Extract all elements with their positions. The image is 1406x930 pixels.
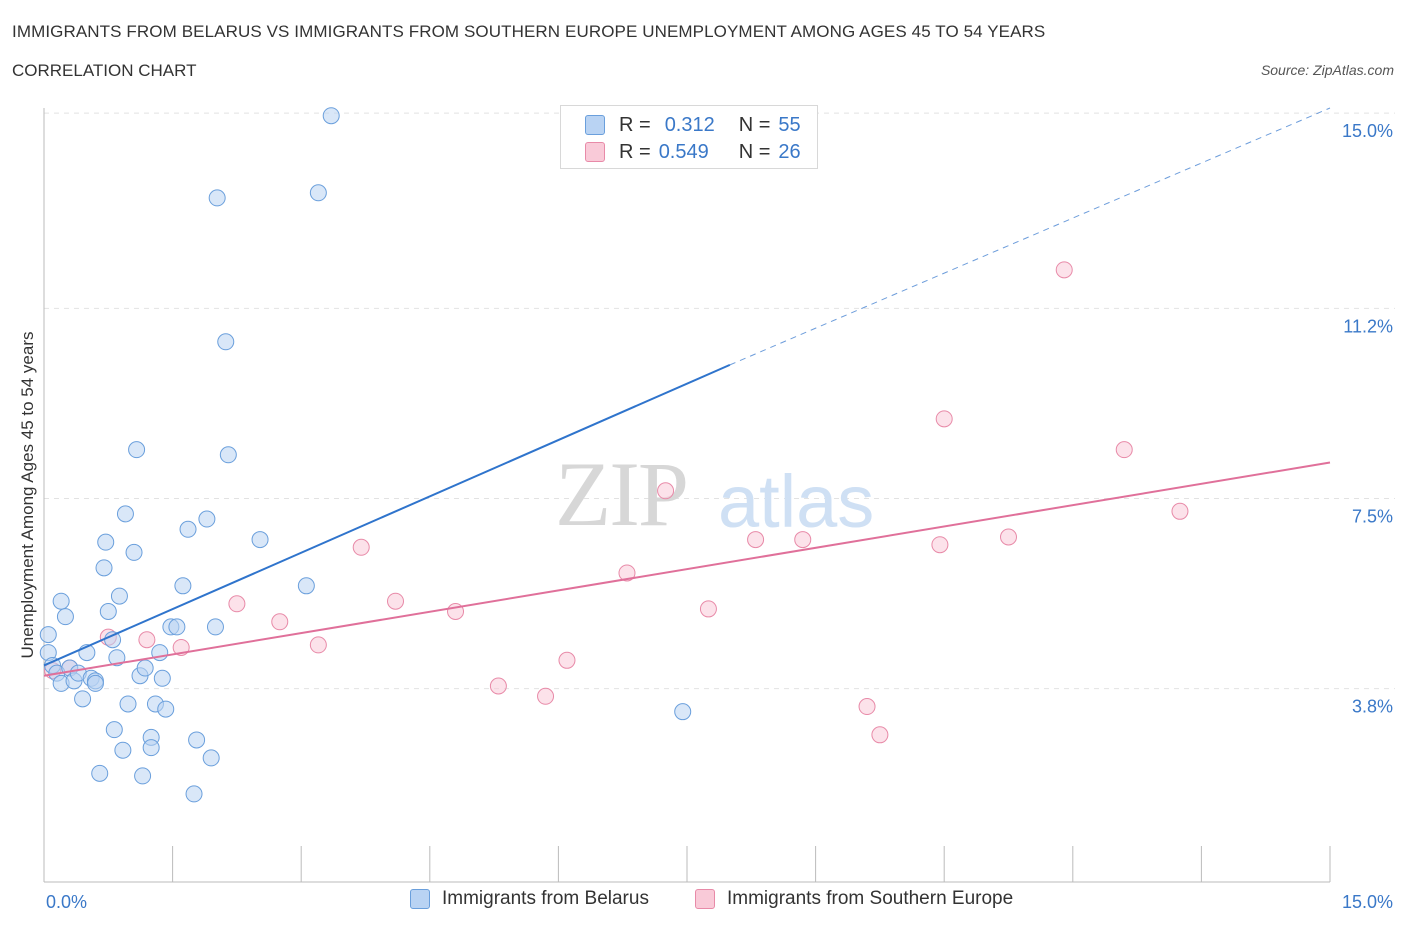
point-belarus — [185, 785, 203, 803]
point-belarus — [208, 189, 226, 207]
stats-legend: R = 0.312 N = 55 R = 0.549 N = 26 — [560, 105, 818, 169]
point-southern-europe — [1115, 441, 1133, 459]
point-belarus — [168, 618, 186, 636]
point-belarus — [179, 520, 197, 538]
legend-r-value: 0.549 — [658, 140, 709, 163]
point-southern-europe — [352, 538, 370, 556]
point-belarus — [119, 695, 137, 713]
point-southern-europe — [537, 687, 555, 705]
legend-label-belarus: Immigrants from Belarus — [442, 888, 649, 909]
point-southern-europe — [794, 531, 812, 549]
legend-item-belarus[interactable]: Immigrants from Belarus — [410, 888, 649, 910]
point-belarus — [188, 731, 206, 749]
point-belarus — [99, 602, 117, 620]
point-belarus — [91, 764, 109, 782]
trendline-belarus-extension — [729, 107, 1331, 366]
point-belarus — [56, 608, 74, 626]
point-southern-europe — [931, 536, 949, 554]
point-belarus — [217, 333, 235, 351]
legend-r-label: R = — [619, 140, 651, 163]
legend-r-value: 0.312 — [664, 113, 715, 136]
point-southern-europe — [935, 410, 953, 428]
point-belarus — [74, 690, 92, 708]
legend-row-southern: R = 0.549 N = 26 — [585, 140, 801, 164]
point-belarus — [95, 559, 113, 577]
point-belarus — [251, 531, 269, 549]
y-tick-label: 3.8% — [1352, 697, 1393, 717]
point-belarus — [39, 626, 57, 644]
trendline-southern-europe — [43, 461, 1331, 677]
point-belarus — [110, 587, 128, 605]
point-southern-europe — [618, 564, 636, 582]
point-belarus — [219, 446, 237, 464]
y-tick-label: 7.5% — [1352, 506, 1393, 526]
trendline-belarus — [43, 363, 731, 667]
legend-item-southern[interactable]: Immigrants from Southern Europe — [695, 888, 1013, 910]
point-belarus — [206, 618, 224, 636]
point-belarus — [174, 577, 192, 595]
point-southern-europe — [1171, 502, 1189, 520]
point-belarus — [157, 700, 175, 718]
point-belarus — [136, 659, 154, 677]
point-southern-europe — [271, 613, 289, 631]
legend-swatch-belarus — [585, 115, 605, 135]
point-southern-europe — [871, 726, 889, 744]
point-belarus — [104, 631, 122, 649]
legend-swatch-southern — [585, 142, 605, 162]
legend-n-value: 26 — [778, 140, 801, 163]
legend-n-value: 55 — [778, 113, 801, 136]
point-belarus — [52, 592, 70, 610]
x-tick-label: 0.0% — [46, 892, 87, 912]
legend-n-label: N = — [738, 113, 771, 136]
chart-subtitle: CORRELATION CHART — [12, 61, 197, 80]
point-southern-europe — [309, 636, 327, 654]
point-southern-europe — [858, 698, 876, 716]
point-belarus — [97, 533, 115, 551]
point-belarus — [86, 674, 104, 692]
point-southern-europe — [1055, 261, 1073, 279]
series-legend: Immigrants from Belarus Immigrants from … — [0, 888, 1406, 916]
source-label: Source: ZipAtlas.com — [1260, 62, 1394, 78]
point-belarus — [309, 184, 327, 202]
point-belarus — [142, 739, 160, 757]
point-southern-europe — [489, 677, 507, 695]
point-southern-europe — [1000, 528, 1017, 546]
point-belarus — [108, 649, 126, 667]
point-belarus — [134, 767, 152, 785]
x-tick-label: 15.0% — [1342, 892, 1393, 912]
legend-label-southern: Immigrants from Southern Europe — [727, 888, 1014, 909]
watermark-atlas: atlas — [718, 460, 874, 543]
legend-r-label: R = — [619, 113, 651, 136]
y-tick-label: 15.0% — [1342, 121, 1393, 141]
point-southern-europe — [228, 595, 246, 613]
point-southern-europe — [747, 531, 765, 549]
point-belarus — [105, 721, 123, 739]
point-belarus — [116, 505, 134, 523]
legend-swatch-southern — [695, 889, 715, 909]
point-belarus — [153, 669, 171, 687]
point-belarus — [198, 510, 216, 528]
legend-row-belarus: R = 0.312 N = 55 — [585, 113, 801, 137]
point-belarus — [674, 703, 692, 721]
point-southern-europe — [657, 482, 675, 500]
legend-swatch-belarus — [410, 889, 430, 909]
point-belarus — [322, 107, 340, 125]
point-southern-europe — [699, 600, 717, 618]
y-axis-label: Unemployment Among Ages 45 to 54 years — [18, 332, 37, 659]
point-belarus — [125, 543, 143, 561]
point-southern-europe — [558, 651, 576, 669]
chart-title: IMMIGRANTS FROM BELARUS VS IMMIGRANTS FR… — [12, 22, 1046, 41]
point-belarus — [114, 741, 132, 759]
point-belarus — [297, 577, 315, 595]
y-tick-label: 11.2% — [1343, 316, 1393, 336]
legend-n-label: N = — [738, 140, 771, 163]
point-belarus — [202, 749, 220, 767]
point-southern-europe — [387, 592, 405, 610]
point-belarus — [128, 441, 146, 459]
point-southern-europe — [138, 631, 156, 649]
